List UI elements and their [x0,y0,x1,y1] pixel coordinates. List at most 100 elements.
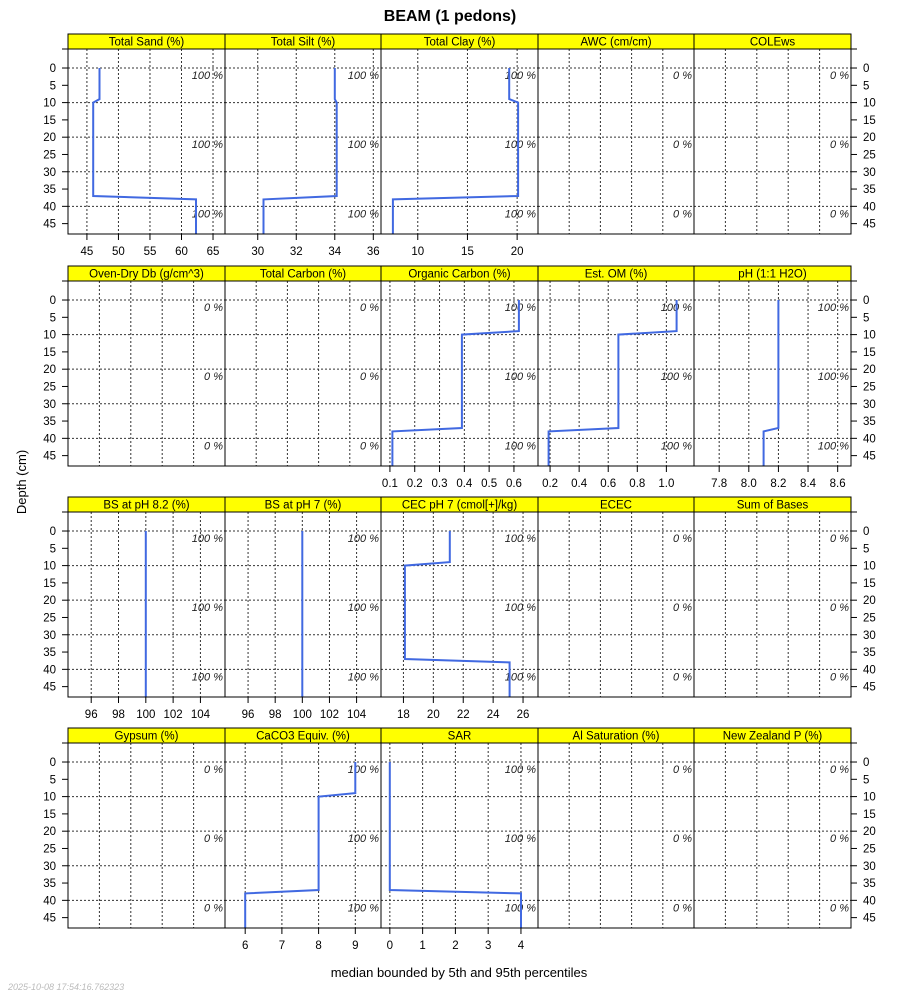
x-tick-label: 98 [112,709,125,721]
x-tick-label: 9 [352,940,358,952]
x-tick-label: 0.1 [382,478,398,490]
panel: Est. OM (%)100 %100 %100 %0.2 0.4 0.6 0.8 1.… [537,265,695,490]
y-tick-label: 30 [43,861,56,873]
x-tick-label: 15 [461,246,474,258]
y-tick-label: 30 [863,861,876,873]
y-tick-label: 5 [863,543,869,555]
y-tick-label: 35 [43,184,56,196]
percent-label: 0 % [204,302,223,314]
y-tick-label: 15 [863,809,876,821]
percent-label: 100 % [348,902,379,914]
percent-label: 0 % [830,602,849,614]
percent-label: 100 % [661,371,692,383]
panel-title: AWC (cm/cm) [580,37,651,49]
y-tick-label: 40 [863,664,876,676]
percent-label: 0 % [830,70,849,82]
percent-label: 100 % [505,302,536,314]
median-line [391,68,520,234]
y-tick-label: 10 [863,792,876,804]
percent-label: 100 % [192,533,223,545]
percent-label: 100 % [348,533,379,545]
x-tick-label: 20 [427,709,440,721]
y-tick-label: 0 [863,295,869,307]
y-tick-label: 35 [863,647,876,659]
x-tick-label: 30 [251,246,264,258]
panel: AWC (cm/cm) 0 % 0 % 0 % [537,33,695,235]
y-tick-label: 25 [863,149,876,161]
y-tick-label: 40 [863,201,876,213]
panel: CEC pH 7 (cmol[+]/kg) 100 % 100 % 100 % 18 20… [380,496,539,721]
percent-label: 100 % [192,671,223,683]
percent-label: 100 % [661,440,692,452]
panel-frame [693,48,852,235]
x-tick-label: 0.2 [542,478,558,490]
percent-label: 0 % [360,302,379,314]
x-tick-label: 45 [81,246,94,258]
x-tick-label: 20 [511,246,524,258]
x-tick-label: 1.0 [658,478,674,490]
y-tick-label: 10 [863,330,876,342]
y-tick-label: 45 [863,219,876,231]
x-tick-label: 8 [315,940,321,952]
panel: COLEws 0 % 0 % 0 % 0 5 10 15 20 25 30 35 40 45 [693,33,876,235]
y-tick-label: 15 [43,578,56,590]
y-tick-label: 5 [863,80,869,92]
percent-label: 0 % [673,208,692,220]
x-tick-label: 22 [457,709,470,721]
y-tick-label: 5 [50,80,56,92]
y-tick-label: 0 [863,63,869,75]
y-tick-label: 40 [43,433,56,445]
panel-title: Oven-Dry Db (g/cm^3) [89,269,204,281]
y-tick-label: 30 [43,630,56,642]
panel: Total Clay (%) 100 % 100 % 100 % 10 15 20 [380,33,539,258]
y-tick-label: 30 [43,399,56,411]
percent-label: 0 % [673,70,692,82]
panel: Organic Carbon (%) 100 % 100 % 100 % 0.1 0.2 0… [380,265,539,490]
y-tick-label: 5 [50,543,56,555]
y-tick-label: 35 [863,878,876,890]
panel-title: Gypsum (%) [115,731,179,743]
y-tick-label: 10 [43,330,56,342]
y-tick-label: 30 [863,399,876,411]
y-tick-label: 45 [863,682,876,694]
panel: Sum of Bases 0 % 0 % 0 % 0 5 10 15 20 25 30 35 40 45 [693,496,876,698]
x-tick-label: 104 [347,709,367,721]
percent-label: 100 % [505,602,536,614]
panel-title: pH (1:1 H2O) [738,269,807,281]
x-tick-label: 60 [175,246,188,258]
y-tick-label: 20 [43,132,56,144]
timestamp: 2025-10-08 17:54:16.762323 [7,982,124,992]
percent-label: 0 % [673,902,692,914]
x-tick-label: 0.4 [456,478,473,490]
y-tick-label: 30 [43,167,56,179]
x-tick-label: 8.2 [770,478,786,490]
x-tick-label: 0.6 [506,478,522,490]
x-tick-label: 3 [485,940,491,952]
y-tick-label: 45 [43,219,56,231]
x-tick-label: 26 [517,709,530,721]
x-axis-label: median bounded by 5th and 95th percentil… [331,965,588,980]
y-tick-label: 35 [43,647,56,659]
x-tick-label: 0.4 [571,478,588,490]
y-tick-label: 40 [43,895,56,907]
panel-title: ECEC [600,500,632,512]
panel-title: Total Clay (%) [424,37,496,49]
median-line [403,531,511,697]
percent-label: 100 % [348,208,379,220]
panel-frame [693,511,852,698]
percent-label: 100 % [505,70,536,82]
y-tick-label: 15 [43,115,56,127]
y-axis-label: Depth (cm) [14,450,29,514]
percent-label: 0 % [204,764,223,776]
y-tick-label: 0 [863,757,869,769]
x-tick-label: 96 [242,709,255,721]
x-tick-label: 100 [293,709,312,721]
panel: ECEC 0 % 0 % 0 % [537,496,695,698]
x-tick-label: 2 [452,940,458,952]
y-tick-label: 15 [43,347,56,359]
x-tick-label: 104 [191,709,211,721]
percent-label: 100 % [818,371,849,383]
y-tick-label: 5 [50,774,56,786]
y-tick-label: 20 [43,826,56,838]
